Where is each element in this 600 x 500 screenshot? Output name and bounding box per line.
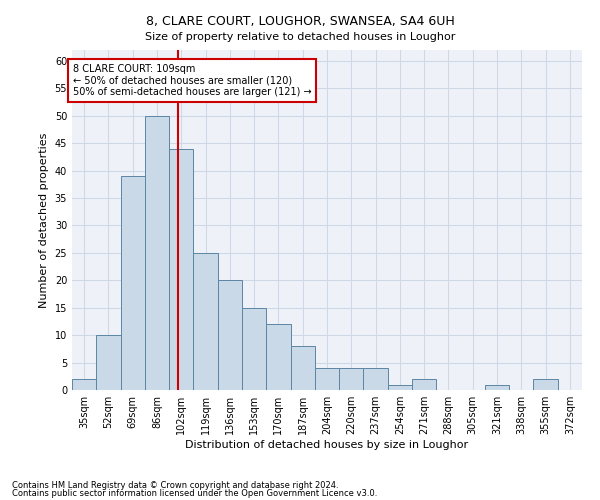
Bar <box>72 379 96 390</box>
Bar <box>315 368 339 390</box>
Bar <box>364 368 388 390</box>
Bar <box>533 379 558 390</box>
Bar <box>193 253 218 390</box>
Bar <box>339 368 364 390</box>
Bar <box>145 116 169 390</box>
Y-axis label: Number of detached properties: Number of detached properties <box>39 132 49 308</box>
Bar <box>169 148 193 390</box>
Text: Size of property relative to detached houses in Loughor: Size of property relative to detached ho… <box>145 32 455 42</box>
Bar <box>485 384 509 390</box>
Bar <box>290 346 315 390</box>
Bar <box>266 324 290 390</box>
Bar <box>412 379 436 390</box>
Text: Contains HM Land Registry data © Crown copyright and database right 2024.: Contains HM Land Registry data © Crown c… <box>12 480 338 490</box>
X-axis label: Distribution of detached houses by size in Loughor: Distribution of detached houses by size … <box>185 440 469 450</box>
Text: 8, CLARE COURT, LOUGHOR, SWANSEA, SA4 6UH: 8, CLARE COURT, LOUGHOR, SWANSEA, SA4 6U… <box>146 15 454 28</box>
Text: 8 CLARE COURT: 109sqm
← 50% of detached houses are smaller (120)
50% of semi-det: 8 CLARE COURT: 109sqm ← 50% of detached … <box>73 64 311 97</box>
Bar <box>96 335 121 390</box>
Text: Contains public sector information licensed under the Open Government Licence v3: Contains public sector information licen… <box>12 489 377 498</box>
Bar <box>242 308 266 390</box>
Bar <box>218 280 242 390</box>
Bar <box>121 176 145 390</box>
Bar <box>388 384 412 390</box>
